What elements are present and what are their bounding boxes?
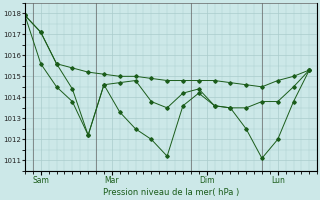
X-axis label: Pression niveau de la mer( hPa ): Pression niveau de la mer( hPa ) [103, 188, 239, 197]
